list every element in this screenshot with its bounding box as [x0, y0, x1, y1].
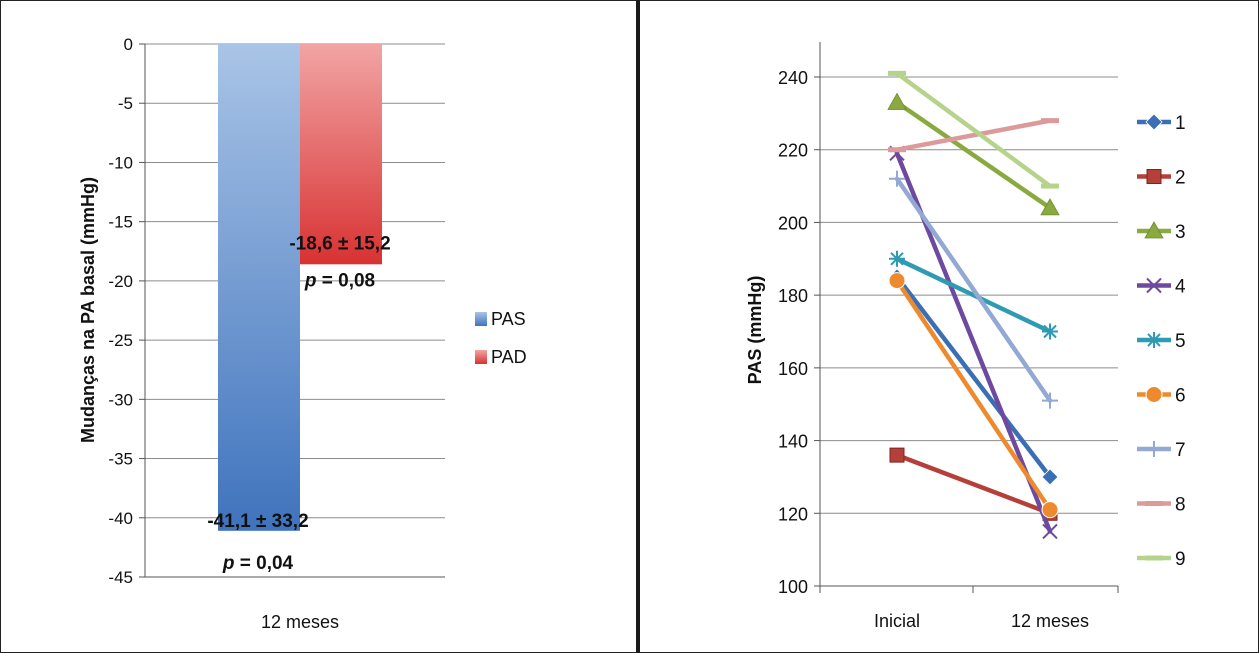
point-12meses-1	[1041, 468, 1059, 486]
y-tick-label: 200	[778, 213, 808, 233]
series-7	[889, 170, 1058, 409]
series-line-3	[894, 100, 1053, 211]
legend-marker-4	[1146, 277, 1162, 294]
y-tick-label: 220	[778, 141, 808, 161]
annotation-p-value: = 0,08	[316, 270, 375, 291]
legend-item-2: 2	[1137, 168, 1186, 189]
annotation-p-value: = 0,04	[234, 553, 293, 574]
legend-marker-2	[1146, 169, 1162, 184]
annotation-p-symbol: p	[304, 270, 317, 291]
series-line-2	[894, 452, 1053, 516]
x-category-label: Inicial	[874, 611, 920, 631]
series-line-5	[894, 256, 1053, 334]
legend-item-3: 3	[1137, 221, 1186, 243]
line-chart-panel: 100 120 140 160 180 200 220 240 Inicial 12 meses P…	[745, 42, 1186, 631]
series-5	[889, 250, 1058, 340]
y-tick-label: -5	[118, 94, 133, 113]
y-tick-label: 160	[778, 359, 808, 379]
legend-marker-8	[1145, 501, 1163, 506]
y-axis-title: Mudanças na PA basal (mmHg)	[78, 177, 98, 443]
series-8	[888, 118, 1059, 153]
legend-item-4: 4	[1137, 277, 1186, 298]
annotation-value-pas: -41,1 ± 33,2	[207, 511, 308, 532]
bar-pas	[218, 44, 300, 531]
series-line-8	[894, 118, 1053, 152]
legend-label-1: 1	[1175, 113, 1186, 134]
legend-marker-5	[1146, 332, 1162, 348]
x-category-label: 12 meses	[261, 612, 339, 632]
y-tick-label: -10	[108, 153, 133, 172]
series-line-9	[894, 71, 1053, 189]
legend-label-7: 7	[1175, 440, 1186, 461]
point-inicial-2	[889, 447, 905, 463]
point-12meses-9	[1041, 183, 1059, 189]
point-12meses-5	[1042, 323, 1058, 340]
legend-label-8: 8	[1175, 495, 1186, 516]
legend-label-9: 9	[1175, 549, 1186, 570]
legend-label-4: 4	[1175, 277, 1186, 298]
point-inicial-7	[889, 170, 905, 187]
series-line-1	[894, 274, 1053, 480]
point-inicial-8	[888, 147, 906, 153]
y-tick-label: -15	[108, 213, 133, 232]
y-tick-label: 100	[778, 577, 808, 597]
annotation-p-symbol: p	[222, 553, 235, 574]
legend-label-pas: PAS	[491, 309, 526, 329]
series-line-7	[894, 176, 1053, 403]
legend-item-6: 6	[1137, 386, 1186, 407]
legend-label-6: 6	[1175, 386, 1186, 407]
y-tick-label: 140	[778, 432, 808, 452]
legend-item-9: 9	[1137, 549, 1186, 570]
series-line-6	[894, 278, 1053, 512]
legend-label-5: 5	[1175, 331, 1186, 352]
point-inicial-6	[888, 272, 906, 290]
y-tick-label: 240	[778, 68, 808, 88]
legend-label-3: 3	[1175, 222, 1186, 243]
legend-item-7: 7	[1137, 440, 1186, 461]
annotation-p-pad: p = 0,08	[304, 270, 375, 291]
point-12meses-3	[1040, 198, 1060, 216]
legend-label-pad: PAD	[491, 347, 527, 367]
point-inicial-5	[889, 250, 905, 267]
legend-item-1: 1	[1137, 113, 1186, 134]
point-inicial-9	[888, 70, 906, 76]
legend-marker-9	[1145, 555, 1163, 561]
legend-label-2: 2	[1175, 168, 1186, 189]
y-tick-label: -20	[108, 272, 133, 291]
legend-marker-1	[1145, 113, 1163, 131]
legend-marker-3	[1144, 221, 1164, 239]
legend-swatch-pas	[475, 312, 487, 326]
annotation-value-pad: -18,6 ± 15,2	[289, 233, 390, 254]
y-axis-title: PAS (mmHg)	[745, 276, 765, 385]
series-9	[888, 70, 1059, 189]
legend-marker-7	[1146, 441, 1162, 457]
legend-item-8: 8	[1137, 495, 1186, 516]
y-tick-label: -30	[108, 390, 133, 409]
y-tick-label: 180	[778, 286, 808, 306]
y-tick-label: -25	[108, 331, 133, 350]
y-tick-label: -45	[108, 568, 133, 587]
point-12meses-7	[1042, 392, 1058, 409]
annotation-p-pas: p = 0,04	[222, 553, 294, 574]
point-inicial-3	[887, 92, 907, 110]
y-tick-label: -40	[108, 509, 133, 528]
x-category-label: 12 meses	[1011, 611, 1089, 631]
y-tick-label: 0	[124, 35, 133, 54]
point-12meses-4	[1042, 523, 1058, 540]
panel-divider	[636, 0, 640, 653]
series-6	[888, 272, 1059, 519]
y-tick-label: 120	[778, 504, 808, 524]
point-12meses-6	[1041, 501, 1059, 519]
legend-swatch-pad	[475, 350, 487, 364]
y-tick-label: -35	[108, 450, 133, 469]
bar-chart-panel: 0 -5 -10 -15 -20 -25 -30 -35 -40 -45 12 meses Mudan…	[78, 35, 527, 632]
series-3	[887, 92, 1060, 216]
legend-item-5: 5	[1137, 331, 1186, 352]
legend-marker-6	[1145, 386, 1163, 403]
bar-pad	[300, 44, 382, 265]
point-12meses-8	[1041, 118, 1059, 124]
